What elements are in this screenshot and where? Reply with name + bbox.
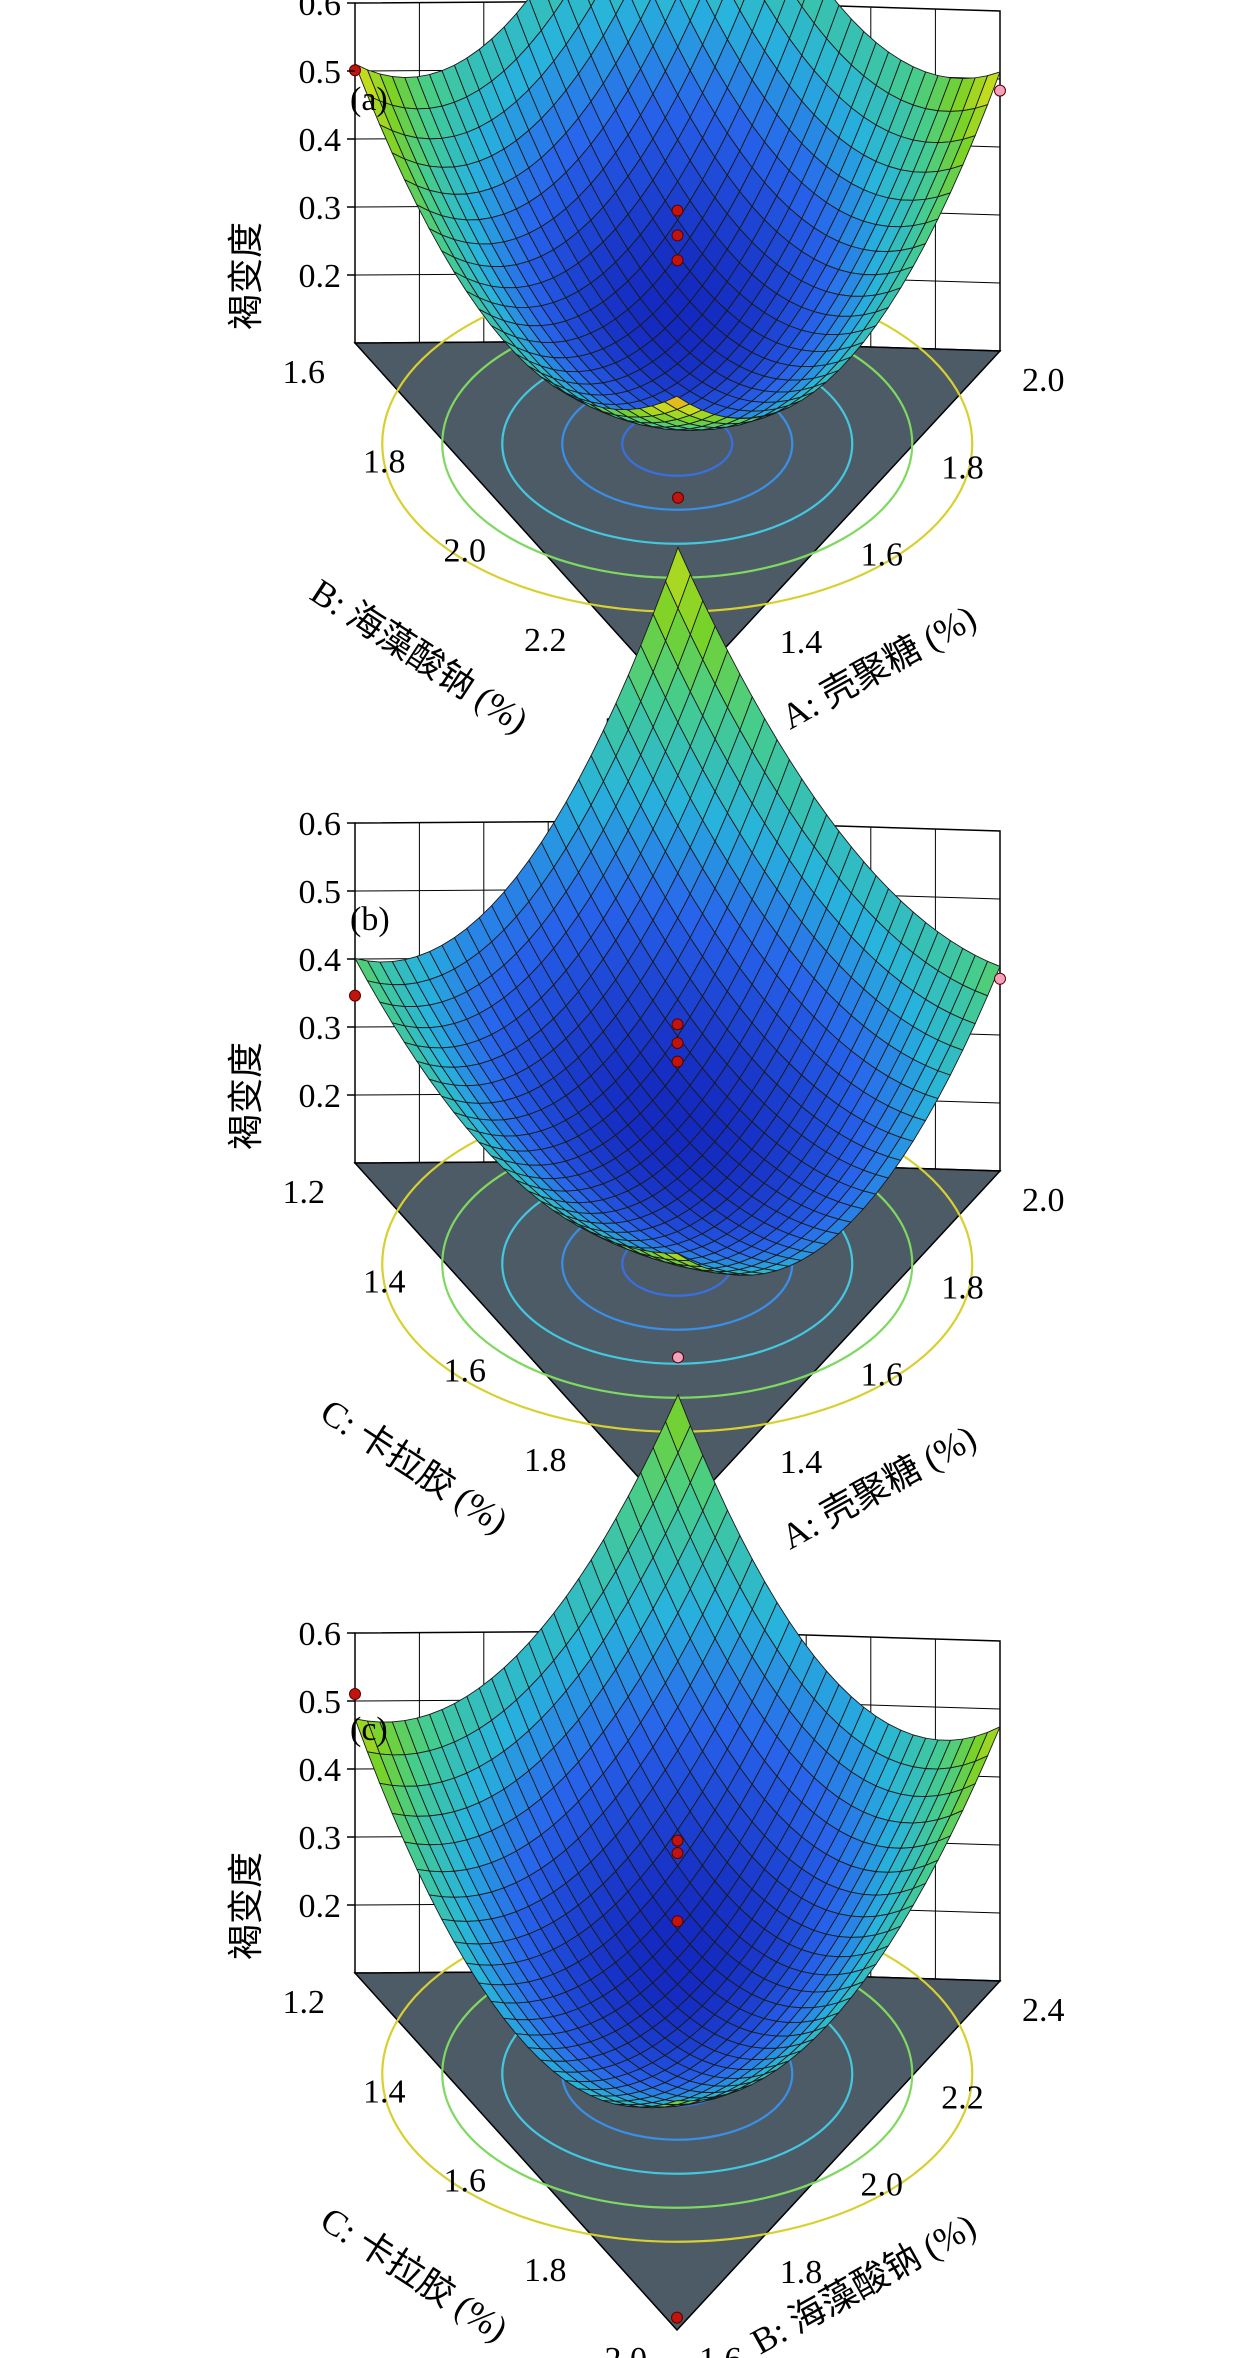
panel-c-label: (c): [350, 1711, 388, 1748]
x-tick-label: 1.6: [861, 537, 904, 574]
x-tick-label: 1.4: [780, 1444, 823, 1481]
x-tick-label: 1.8: [941, 1269, 984, 1306]
x-tick-label: 2.4: [1022, 1992, 1065, 2029]
panel-c-surface: [354, 1393, 1001, 2109]
y-tick-label: 1.6: [444, 2163, 487, 2200]
panel-b: 0.20.30.40.50.61.21.41.61.82.01.21.41.61…: [226, 491, 1065, 1568]
z-tick-label: 0.6: [299, 0, 342, 23]
design-point: [671, 254, 684, 267]
panel-c-ylabel: C: 卡拉胶 (%): [314, 2199, 515, 2349]
z-tick-label: 0.6: [299, 806, 342, 843]
z-tick-label: 0.2: [299, 258, 342, 295]
panel-b-ylabel: C: 卡拉胶 (%): [314, 1391, 515, 1541]
panel-a-xlabel: A: 壳聚糖 (%): [774, 597, 982, 737]
x-tick-label: 1.6: [861, 1357, 904, 1394]
x-tick-label: 2.0: [861, 2167, 904, 2204]
x-tick-label: 1.4: [780, 624, 823, 661]
z-tick-label: 0.3: [299, 1010, 342, 1047]
panel-b-label: (b): [350, 901, 390, 938]
x-tick-label: 2.0: [1022, 1182, 1065, 1219]
x-tick-label: 1.8: [780, 2254, 823, 2291]
design-point: [671, 204, 684, 217]
design-point: [671, 1834, 684, 1847]
y-tick-label: 1.2: [283, 1174, 326, 1211]
design-point: [671, 2311, 683, 2324]
z-tick-label: 0.2: [299, 1888, 342, 1925]
y-tick-label: 2.0: [444, 533, 487, 570]
z-tick-label: 0.4: [299, 942, 342, 979]
design-point: [671, 1037, 684, 1049]
design-point: [671, 1055, 684, 1068]
y-tick-label: 1.8: [363, 443, 406, 480]
panel-a-zlabel: 褐变度: [226, 222, 266, 330]
y-tick-label: 1.6: [283, 354, 326, 391]
design-point: [671, 1915, 684, 1928]
design-point: [671, 1847, 684, 1859]
y-tick-label: 2.0: [605, 2341, 648, 2358]
panel-c-points: [349, 1351, 684, 2324]
z-tick-label: 0.5: [299, 874, 342, 911]
design-point: [671, 1018, 684, 1031]
design-point: [349, 989, 361, 1002]
x-tick-label: 1.8: [941, 449, 984, 486]
y-tick-label: 1.4: [363, 2073, 406, 2110]
panel-a-surface: [354, 0, 1001, 432]
surface-cell: [664, 1252, 690, 1262]
design-point: [349, 64, 361, 77]
panel-b-xlabel: A: 壳聚糖 (%): [774, 1417, 982, 1557]
surface-cell: [796, 0, 805, 8]
y-tick-label: 2.2: [524, 622, 567, 659]
z-tick-label: 0.2: [299, 1078, 342, 1115]
y-tick-label: 1.8: [524, 1442, 567, 1479]
panel-c-zlabel: 褐变度: [226, 1852, 266, 1960]
surface-cell: [733, 0, 745, 12]
panel-c-ticks: 0.2 0.3 0.4 0.5 0.6 1.2 1.4 1.6 1.8 2.0 1.6 1.8 2.0 2…: [283, 1616, 1065, 2358]
z-tick-label: 0.6: [299, 1616, 342, 1653]
z-tick-label: 0.3: [299, 190, 342, 227]
z-tick-label: 0.3: [299, 1820, 342, 1857]
z-tick-label: 0.4: [299, 122, 342, 159]
surface-cell: [609, 0, 625, 16]
panel-b-points: [349, 491, 1006, 1502]
y-tick-label: 1.2: [283, 1984, 326, 2021]
z-tick-label: 0.5: [299, 54, 342, 91]
panel-c: 0.2 0.3 0.4 0.5 0.6 1.2 1.4 1.6 1.8 2.0 1.6 1.8 2.0 2…: [226, 1351, 1065, 2358]
design-point: [349, 1688, 361, 1700]
panel-a-label: (a): [350, 81, 388, 118]
z-tick-label: 0.5: [299, 1684, 342, 1721]
surface-cell: [587, 0, 596, 8]
design-point: [994, 972, 1006, 985]
z-tick-label: 0.4: [299, 1752, 342, 1789]
surface-cell: [663, 395, 691, 410]
design-point: [994, 84, 1006, 97]
panel-b-zlabel: 褐变度: [226, 1042, 266, 1150]
surface-cell: [664, 2100, 690, 2106]
design-point: [671, 229, 684, 242]
y-tick-label: 1.4: [363, 1263, 406, 1300]
x-tick-label: 2.0: [1022, 362, 1065, 399]
design-point: [672, 491, 684, 504]
panel-a-points: [349, 64, 1006, 682]
x-tick-label: 1.6: [699, 2341, 742, 2358]
y-tick-label: 1.8: [524, 2252, 567, 2289]
panel-b-surface: [354, 546, 1001, 1276]
panel-a-ylabel: B: 海藻酸钠 (%): [304, 571, 535, 741]
design-point: [672, 1351, 684, 1364]
x-tick-label: 2.2: [941, 2079, 984, 2116]
y-tick-label: 1.6: [444, 1353, 487, 1390]
